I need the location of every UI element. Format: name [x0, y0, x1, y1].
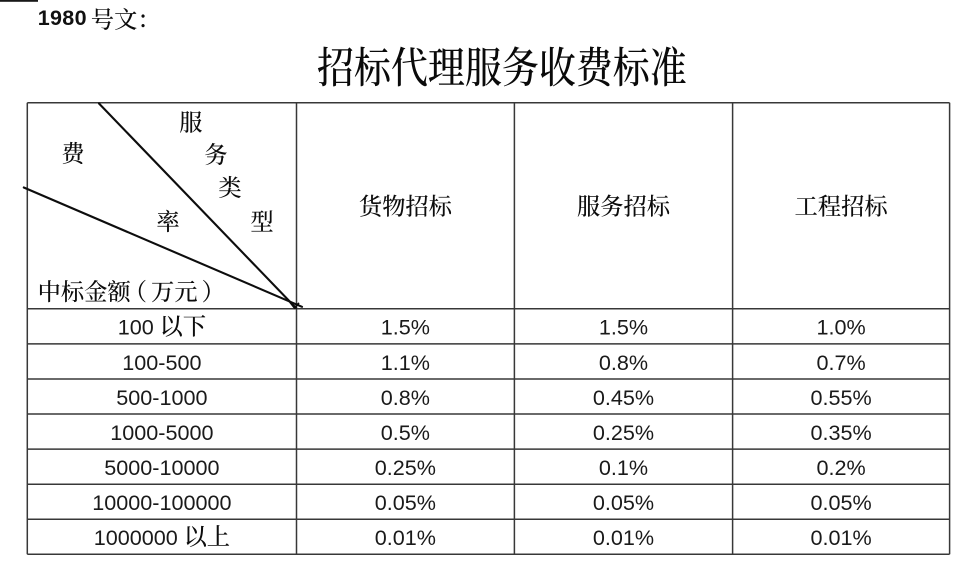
svg-text:1.0%: 1.0% [816, 315, 865, 340]
svg-text:1000000: 1000000 [94, 525, 178, 550]
svg-text:5000-10000: 5000-10000 [104, 455, 219, 480]
svg-text:0.2%: 0.2% [816, 455, 865, 480]
svg-text:500-1000: 500-1000 [116, 385, 207, 410]
svg-text:0.35%: 0.35% [810, 420, 871, 445]
svg-text:0.1%: 0.1% [599, 455, 648, 480]
svg-text:0.05%: 0.05% [593, 490, 654, 515]
svg-text:0.25%: 0.25% [593, 420, 654, 445]
svg-text:0.7%: 0.7% [816, 350, 865, 375]
svg-text:0.55%: 0.55% [810, 385, 871, 410]
svg-text:0.01%: 0.01% [810, 525, 871, 550]
svg-text:0.5%: 0.5% [381, 420, 430, 445]
svg-text:0.05%: 0.05% [375, 490, 436, 515]
svg-text:1.5%: 1.5% [599, 315, 648, 340]
svg-text:0.8%: 0.8% [599, 350, 648, 375]
svg-text:10000-100000: 10000-100000 [92, 490, 231, 515]
svg-text:1980: 1980 [38, 6, 87, 30]
svg-text:1.5%: 1.5% [381, 315, 430, 340]
svg-text:0.45%: 0.45% [593, 385, 654, 410]
svg-text:0.01%: 0.01% [593, 525, 654, 550]
svg-text:0.8%: 0.8% [381, 385, 430, 410]
svg-text:1.1%: 1.1% [381, 350, 430, 375]
svg-text:100-500: 100-500 [122, 350, 201, 375]
svg-text:0.05%: 0.05% [810, 490, 871, 515]
svg-text:0.25%: 0.25% [375, 455, 436, 480]
svg-text:1000-5000: 1000-5000 [110, 420, 213, 445]
svg-text:0.01%: 0.01% [375, 525, 436, 550]
svg-text:100: 100 [118, 315, 154, 340]
